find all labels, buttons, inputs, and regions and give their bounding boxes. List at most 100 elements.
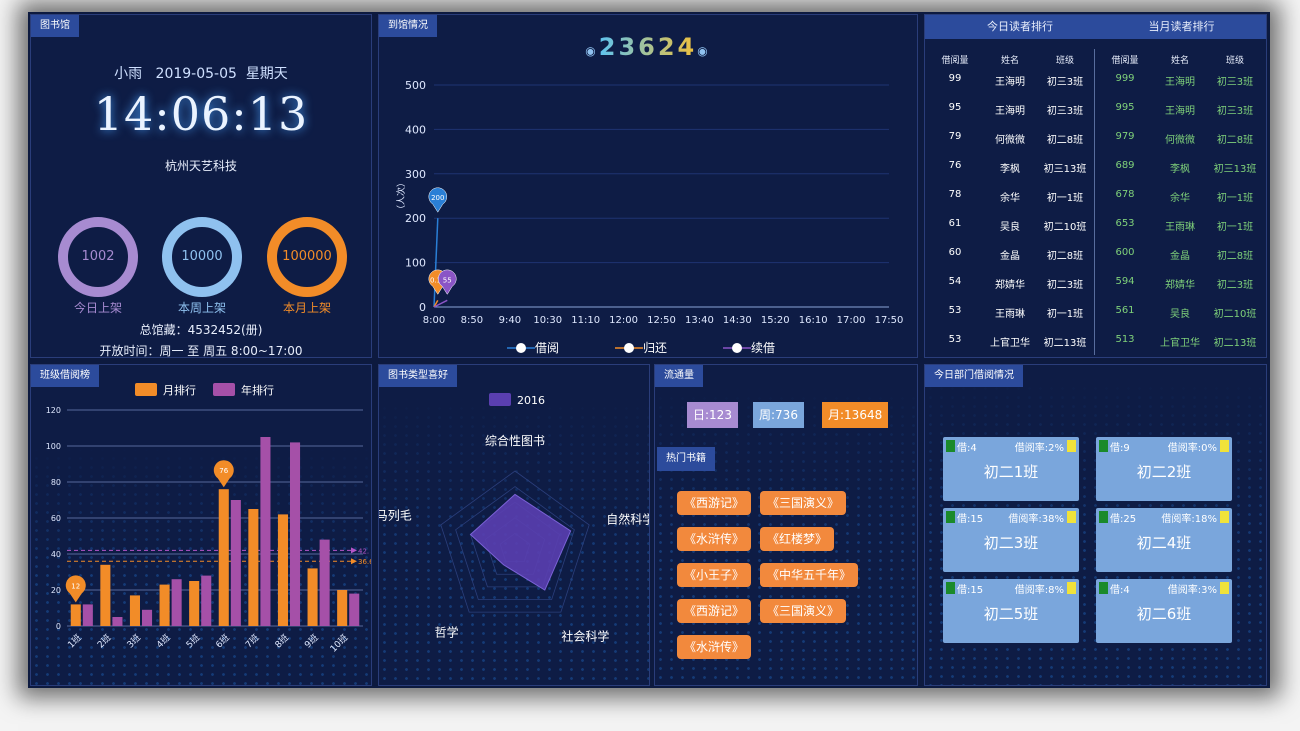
ranking-header-cell: 借阅量: [1111, 56, 1139, 66]
bar[interactable]: [171, 579, 182, 626]
legend-label[interactable]: 归还: [643, 341, 667, 355]
ranking-header-bar: [925, 15, 1266, 39]
ranking-count: 61: [948, 218, 962, 229]
ranking-row[interactable]: 76 李枫 初三13班: [925, 160, 1095, 180]
ranking-row[interactable]: 78 余华 初一1班: [925, 189, 1095, 209]
ranking-row[interactable]: 95 王海明 初三3班: [925, 102, 1095, 122]
hot-book-tag[interactable]: 《小王子》: [677, 563, 752, 587]
ranking-row[interactable]: 689 李枫 初三13班: [1095, 160, 1265, 180]
ranking-row[interactable]: 999 王海明 初三3班: [1095, 73, 1265, 93]
hot-book-tag[interactable]: 《三国演义》: [760, 491, 847, 515]
ranking-name: 吴良: [1000, 222, 1020, 233]
ranking-row[interactable]: 995 王海明 初三3班: [1095, 102, 1265, 122]
x-tick-label: 14:30: [723, 315, 752, 326]
bar[interactable]: [290, 442, 301, 626]
radar-area[interactable]: [469, 493, 572, 591]
bar[interactable]: [248, 509, 259, 626]
legend-label[interactable]: 借阅: [535, 341, 559, 355]
ranking-row[interactable]: 99 王海明 初三3班: [925, 73, 1095, 93]
ranking-row[interactable]: 594 郑婧华 初二3班: [1095, 276, 1265, 296]
legend-swatch[interactable]: [213, 383, 235, 396]
bar[interactable]: [337, 590, 348, 626]
ranking-row[interactable]: 513 上官卫华 初二13班: [1095, 334, 1265, 354]
legend-label[interactable]: 2016: [517, 394, 545, 407]
x-tick-label: 9:40: [499, 315, 521, 326]
legend-marker[interactable]: [732, 343, 742, 353]
bar[interactable]: [129, 595, 140, 626]
ranking-class: 初一1班: [1046, 309, 1084, 320]
hot-book-tag[interactable]: 《水浒传》: [677, 527, 752, 551]
date: 2019-05-05: [155, 66, 237, 82]
bar[interactable]: [112, 617, 123, 626]
series-pin-marker[interactable]: [438, 269, 457, 295]
y-tick-label: 80: [51, 478, 61, 487]
bar[interactable]: [230, 500, 241, 626]
bar[interactable]: [189, 581, 200, 626]
bar[interactable]: [349, 593, 360, 626]
yellow-marker-icon: [1220, 440, 1229, 452]
hot-book-tag[interactable]: 《水浒传》: [677, 635, 752, 659]
ranking-row[interactable]: 600 金晶 初二8班: [1095, 247, 1265, 267]
panel-title: 流通量: [655, 365, 703, 387]
hot-book-tag[interactable]: 《西游记》: [677, 491, 752, 515]
ranking-row[interactable]: 54 郑婧华 初二3班: [925, 276, 1095, 296]
class-bar-chart: 0 20 40 60 80 100 120 42. 36.6 1班 2班 3班 4班 5班 6班 7班 8班 9班…: [46, 383, 371, 655]
bar[interactable]: [307, 568, 318, 626]
hot-book-tag[interactable]: 《西游记》: [677, 599, 752, 623]
ranking-class: 初二10班: [1043, 222, 1087, 233]
bar[interactable]: [142, 609, 153, 626]
ranking-row[interactable]: 79 何微微 初二8班: [925, 131, 1095, 151]
bar[interactable]: [82, 604, 93, 626]
dept-name: 初二1班: [983, 463, 1039, 481]
dept-card[interactable]: 借:15 借阅率:8% 初二5班: [943, 579, 1079, 643]
legend-marker[interactable]: [516, 343, 526, 353]
ring-today-caption: 今日上架: [73, 301, 122, 315]
ranking-row[interactable]: 653 王雨琳 初一1班: [1095, 218, 1265, 238]
panel-title: 班级借阅榜: [31, 365, 99, 387]
series-pin-marker[interactable]: [428, 187, 448, 213]
y-tick-label: 0: [56, 622, 61, 631]
legend-marker[interactable]: [624, 343, 634, 353]
bar[interactable]: [100, 564, 111, 626]
dept-card[interactable]: 借:15 借阅率:38% 初二3班: [943, 508, 1079, 572]
dept-borrow-count: 借:15: [957, 585, 984, 596]
hot-book-tag[interactable]: 《红楼梦》: [760, 527, 835, 551]
dept-card[interactable]: 借:4 借阅率:2% 初二1班: [943, 437, 1079, 501]
dept-card[interactable]: 借:9 借阅率:0% 初二2班: [1096, 437, 1232, 501]
ranking-name: 王海明: [995, 77, 1025, 88]
legend-label[interactable]: 月排行: [163, 383, 196, 397]
x-tick-label: 7班: [243, 632, 262, 651]
bar[interactable]: [277, 514, 288, 626]
x-tick-label: 10班: [327, 632, 350, 655]
dept-card[interactable]: 借:4 借阅率:3% 初二6班: [1096, 579, 1232, 643]
legend-label[interactable]: 续借: [751, 341, 775, 355]
ranking-name: 上官卫华: [990, 338, 1030, 349]
hot-book-tag[interactable]: 《三国演义》: [760, 599, 847, 623]
month-ranking-title: 当月读者排行: [1148, 20, 1215, 33]
bar[interactable]: [159, 584, 170, 626]
legend-label[interactable]: 年排行: [241, 383, 274, 397]
legend-swatch[interactable]: [489, 393, 511, 406]
legend-swatch[interactable]: [135, 383, 157, 396]
bar[interactable]: [319, 539, 330, 626]
bar[interactable]: [201, 575, 212, 626]
ranking-row[interactable]: 60 金晶 初二8班: [925, 247, 1095, 267]
dept-name: 初二2班: [1136, 463, 1192, 481]
ranking-name: 李枫: [1000, 164, 1020, 175]
bar[interactable]: [218, 489, 229, 626]
ranking-header-cell: 借阅量: [941, 56, 969, 66]
ranking-row[interactable]: 53 王雨琳 初一1班: [925, 305, 1095, 325]
ranking-row[interactable]: 979 何微微 初二8班: [1095, 131, 1265, 151]
hot-book-tag[interactable]: 《中华五千年》: [760, 563, 859, 587]
ranking-row[interactable]: 561 吴良 初二10班: [1095, 305, 1265, 325]
bar[interactable]: [70, 604, 81, 626]
dept-card[interactable]: 借:25 借阅率:18% 初二4班: [1096, 508, 1232, 572]
bar[interactable]: [260, 437, 271, 626]
weekday: 星期天: [245, 66, 288, 82]
ranking-row[interactable]: 53 上官卫华 初二13班: [925, 334, 1095, 354]
x-tick-label: 8:00: [423, 315, 445, 326]
hot-books-title: 热门书籍: [657, 447, 715, 471]
y-tick-label: 60: [51, 514, 61, 523]
ranking-row[interactable]: 61 吴良 初二10班: [925, 218, 1095, 238]
ranking-row[interactable]: 678 余华 初一1班: [1095, 189, 1265, 209]
